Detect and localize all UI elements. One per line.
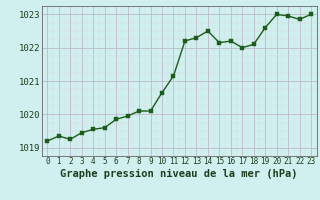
X-axis label: Graphe pression niveau de la mer (hPa): Graphe pression niveau de la mer (hPa) (60, 169, 298, 179)
